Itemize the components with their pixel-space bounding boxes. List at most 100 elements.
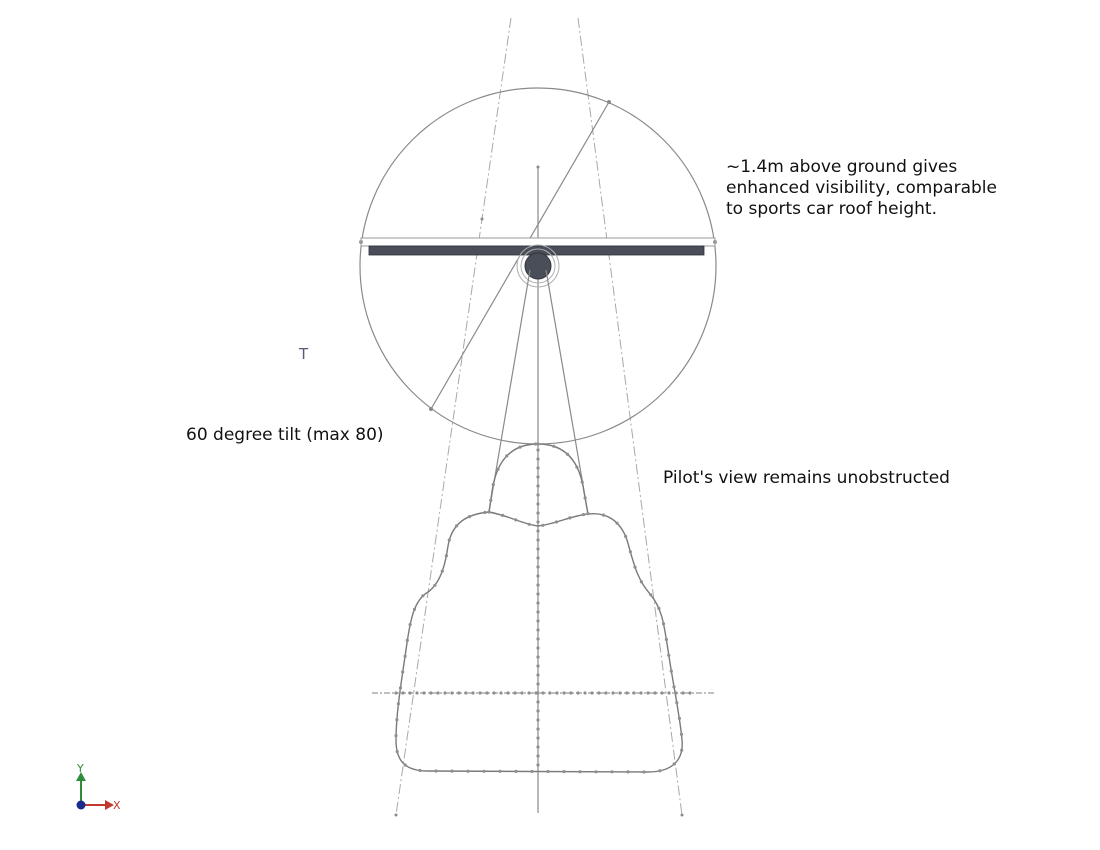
control-point — [646, 691, 650, 695]
control-point — [536, 601, 540, 605]
control-point — [642, 770, 646, 774]
control-point — [536, 745, 540, 749]
control-point — [536, 442, 540, 446]
control-point — [677, 716, 682, 721]
control-point — [499, 691, 503, 695]
control-point — [611, 691, 615, 695]
control-point — [536, 466, 540, 470]
control-point — [447, 538, 451, 542]
control-point — [536, 547, 540, 551]
control-point — [536, 673, 540, 677]
control-point — [639, 691, 643, 695]
control-point — [536, 610, 540, 614]
control-point — [575, 465, 579, 469]
control-point — [576, 691, 580, 695]
mast-strut-left — [488, 269, 531, 513]
control-point — [412, 607, 417, 611]
control-point — [403, 763, 407, 767]
spline-control-points — [394, 442, 692, 774]
control-point — [536, 529, 540, 533]
control-point — [594, 770, 598, 774]
control-point — [514, 518, 518, 522]
control-point — [520, 691, 524, 695]
control-point — [554, 520, 559, 524]
control-point — [536, 574, 540, 578]
x-arrow-head — [105, 800, 114, 810]
control-point — [536, 655, 540, 659]
control-point — [632, 691, 636, 695]
sight-line-endpoint — [394, 813, 398, 817]
control-point — [505, 454, 509, 458]
control-point — [403, 654, 407, 658]
control-point — [610, 770, 614, 774]
control-point — [536, 502, 540, 506]
rotor-hub — [524, 252, 552, 280]
control-point — [583, 691, 587, 695]
control-point — [581, 513, 586, 517]
tilt-line-endpoint — [429, 407, 433, 411]
control-point — [485, 691, 489, 695]
control-point — [455, 524, 459, 528]
control-point — [555, 691, 559, 695]
control-point — [418, 768, 422, 773]
control-point — [518, 445, 522, 449]
control-point — [450, 769, 454, 773]
control-point — [394, 691, 398, 695]
control-point — [604, 691, 608, 695]
control-point — [536, 682, 540, 686]
control-point — [536, 475, 540, 479]
control-point — [401, 670, 405, 674]
control-point — [443, 691, 447, 695]
control-point — [501, 513, 505, 518]
control-point — [405, 638, 409, 643]
control-point — [536, 538, 540, 542]
control-point — [394, 734, 398, 738]
control-point — [657, 606, 661, 611]
control-point — [487, 510, 491, 514]
control-point — [536, 520, 540, 524]
control-point — [433, 583, 437, 587]
control-point — [536, 664, 540, 668]
control-point — [536, 565, 540, 569]
control-point — [496, 467, 500, 471]
control-point — [536, 619, 540, 623]
control-point — [590, 691, 594, 695]
control-point — [626, 770, 630, 774]
control-point — [536, 700, 540, 704]
control-point — [457, 691, 461, 695]
control-point — [586, 511, 590, 516]
sight-line-left — [395, 17, 512, 816]
control-point — [536, 736, 540, 740]
control-point — [408, 691, 412, 695]
control-point — [601, 513, 606, 517]
control-point — [506, 691, 510, 695]
control-point — [483, 510, 487, 515]
control-point — [491, 482, 495, 487]
shoulder-line — [488, 511, 589, 527]
control-point — [562, 691, 566, 695]
control-point — [569, 691, 573, 695]
control-point — [667, 653, 671, 657]
control-point — [536, 484, 540, 488]
control-point — [429, 691, 433, 695]
control-point — [398, 686, 403, 690]
control-point — [536, 637, 540, 641]
control-point — [618, 691, 622, 695]
control-point — [450, 691, 454, 695]
control-point — [536, 646, 540, 650]
control-point — [498, 769, 502, 773]
control-point — [562, 770, 566, 774]
control-point — [681, 691, 685, 695]
control-point — [649, 593, 653, 597]
axis-triad: Y X — [76, 762, 121, 812]
y-arrow-head — [76, 772, 86, 781]
control-point — [536, 583, 540, 587]
control-point — [527, 522, 531, 526]
control-point — [625, 691, 629, 695]
control-point — [478, 691, 482, 695]
control-point — [628, 550, 633, 554]
control-point — [624, 534, 628, 539]
center-axis-endpoint — [536, 165, 540, 169]
control-point — [680, 748, 684, 752]
